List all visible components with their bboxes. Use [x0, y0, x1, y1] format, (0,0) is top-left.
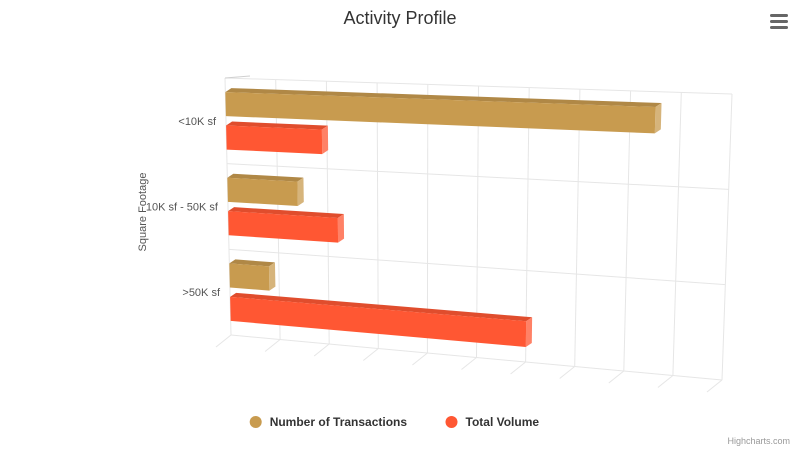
x-axis-title: Square Footage: [137, 173, 149, 252]
floor-tick: [264, 339, 281, 352]
legend: Number of Transactions Total Volume: [249, 415, 540, 429]
floor-tick: [412, 352, 428, 366]
hamburger-menu-icon[interactable]: [766, 8, 792, 34]
grid-line-horizontal: [224, 77, 733, 95]
grid-line-horizontal: [228, 248, 726, 286]
grid-line-vertical: [275, 79, 281, 340]
grid-line-vertical: [721, 93, 733, 381]
floor-tick: [706, 379, 723, 393]
grid-line-vertical: [325, 81, 330, 345]
bars-layer: [225, 88, 662, 347]
legend-item-transactions[interactable]: Number of Transactions: [249, 415, 408, 429]
floor-tick: [313, 343, 330, 357]
legend-label: Number of Transactions: [270, 415, 408, 429]
bar-volume-1[interactable]: [228, 207, 345, 243]
floor-tick: [608, 370, 625, 384]
grid-layer: [215, 75, 733, 393]
floor-tick: [461, 357, 477, 370]
grid-line-horizontal: [226, 163, 729, 190]
frame-edge: [224, 75, 251, 79]
legend-marker: [249, 416, 262, 428]
legend-marker: [445, 416, 458, 428]
credits[interactable]: Highcharts.com: [727, 436, 790, 446]
bar-transactions-1[interactable]: [227, 173, 304, 207]
grid-line-vertical: [623, 90, 632, 372]
bar-volume-2[interactable]: [230, 292, 533, 347]
bar-volume-0[interactable]: [226, 121, 329, 155]
labels-layer: <10K sf 10K sf - 50K sf >50K sf: [146, 116, 221, 299]
floor-tick: [362, 348, 379, 361]
grid-line-horizontal: [230, 334, 723, 381]
chart-title: Activity Profile: [343, 8, 456, 28]
floor-tick: [657, 375, 674, 388]
grid-line-vertical: [376, 82, 379, 349]
category-label: <10K sf: [178, 116, 217, 128]
floor-tick: [559, 366, 576, 379]
floor-tick: [510, 361, 526, 375]
bar-transactions-0[interactable]: [225, 88, 662, 134]
category-label: >50K sf: [182, 287, 221, 299]
grid-line-vertical: [476, 85, 479, 358]
grid-line-vertical: [525, 87, 530, 363]
grid-line-vertical: [224, 77, 232, 336]
grid-line-vertical: [672, 92, 682, 376]
grid-line-vertical: [574, 89, 581, 367]
floor-tick: [215, 334, 232, 348]
legend-label: Total Volume: [466, 415, 540, 429]
category-label: 10K sf - 50K sf: [146, 202, 219, 214]
bar-transactions-2[interactable]: [229, 259, 276, 291]
legend-item-volume[interactable]: Total Volume: [445, 415, 540, 429]
